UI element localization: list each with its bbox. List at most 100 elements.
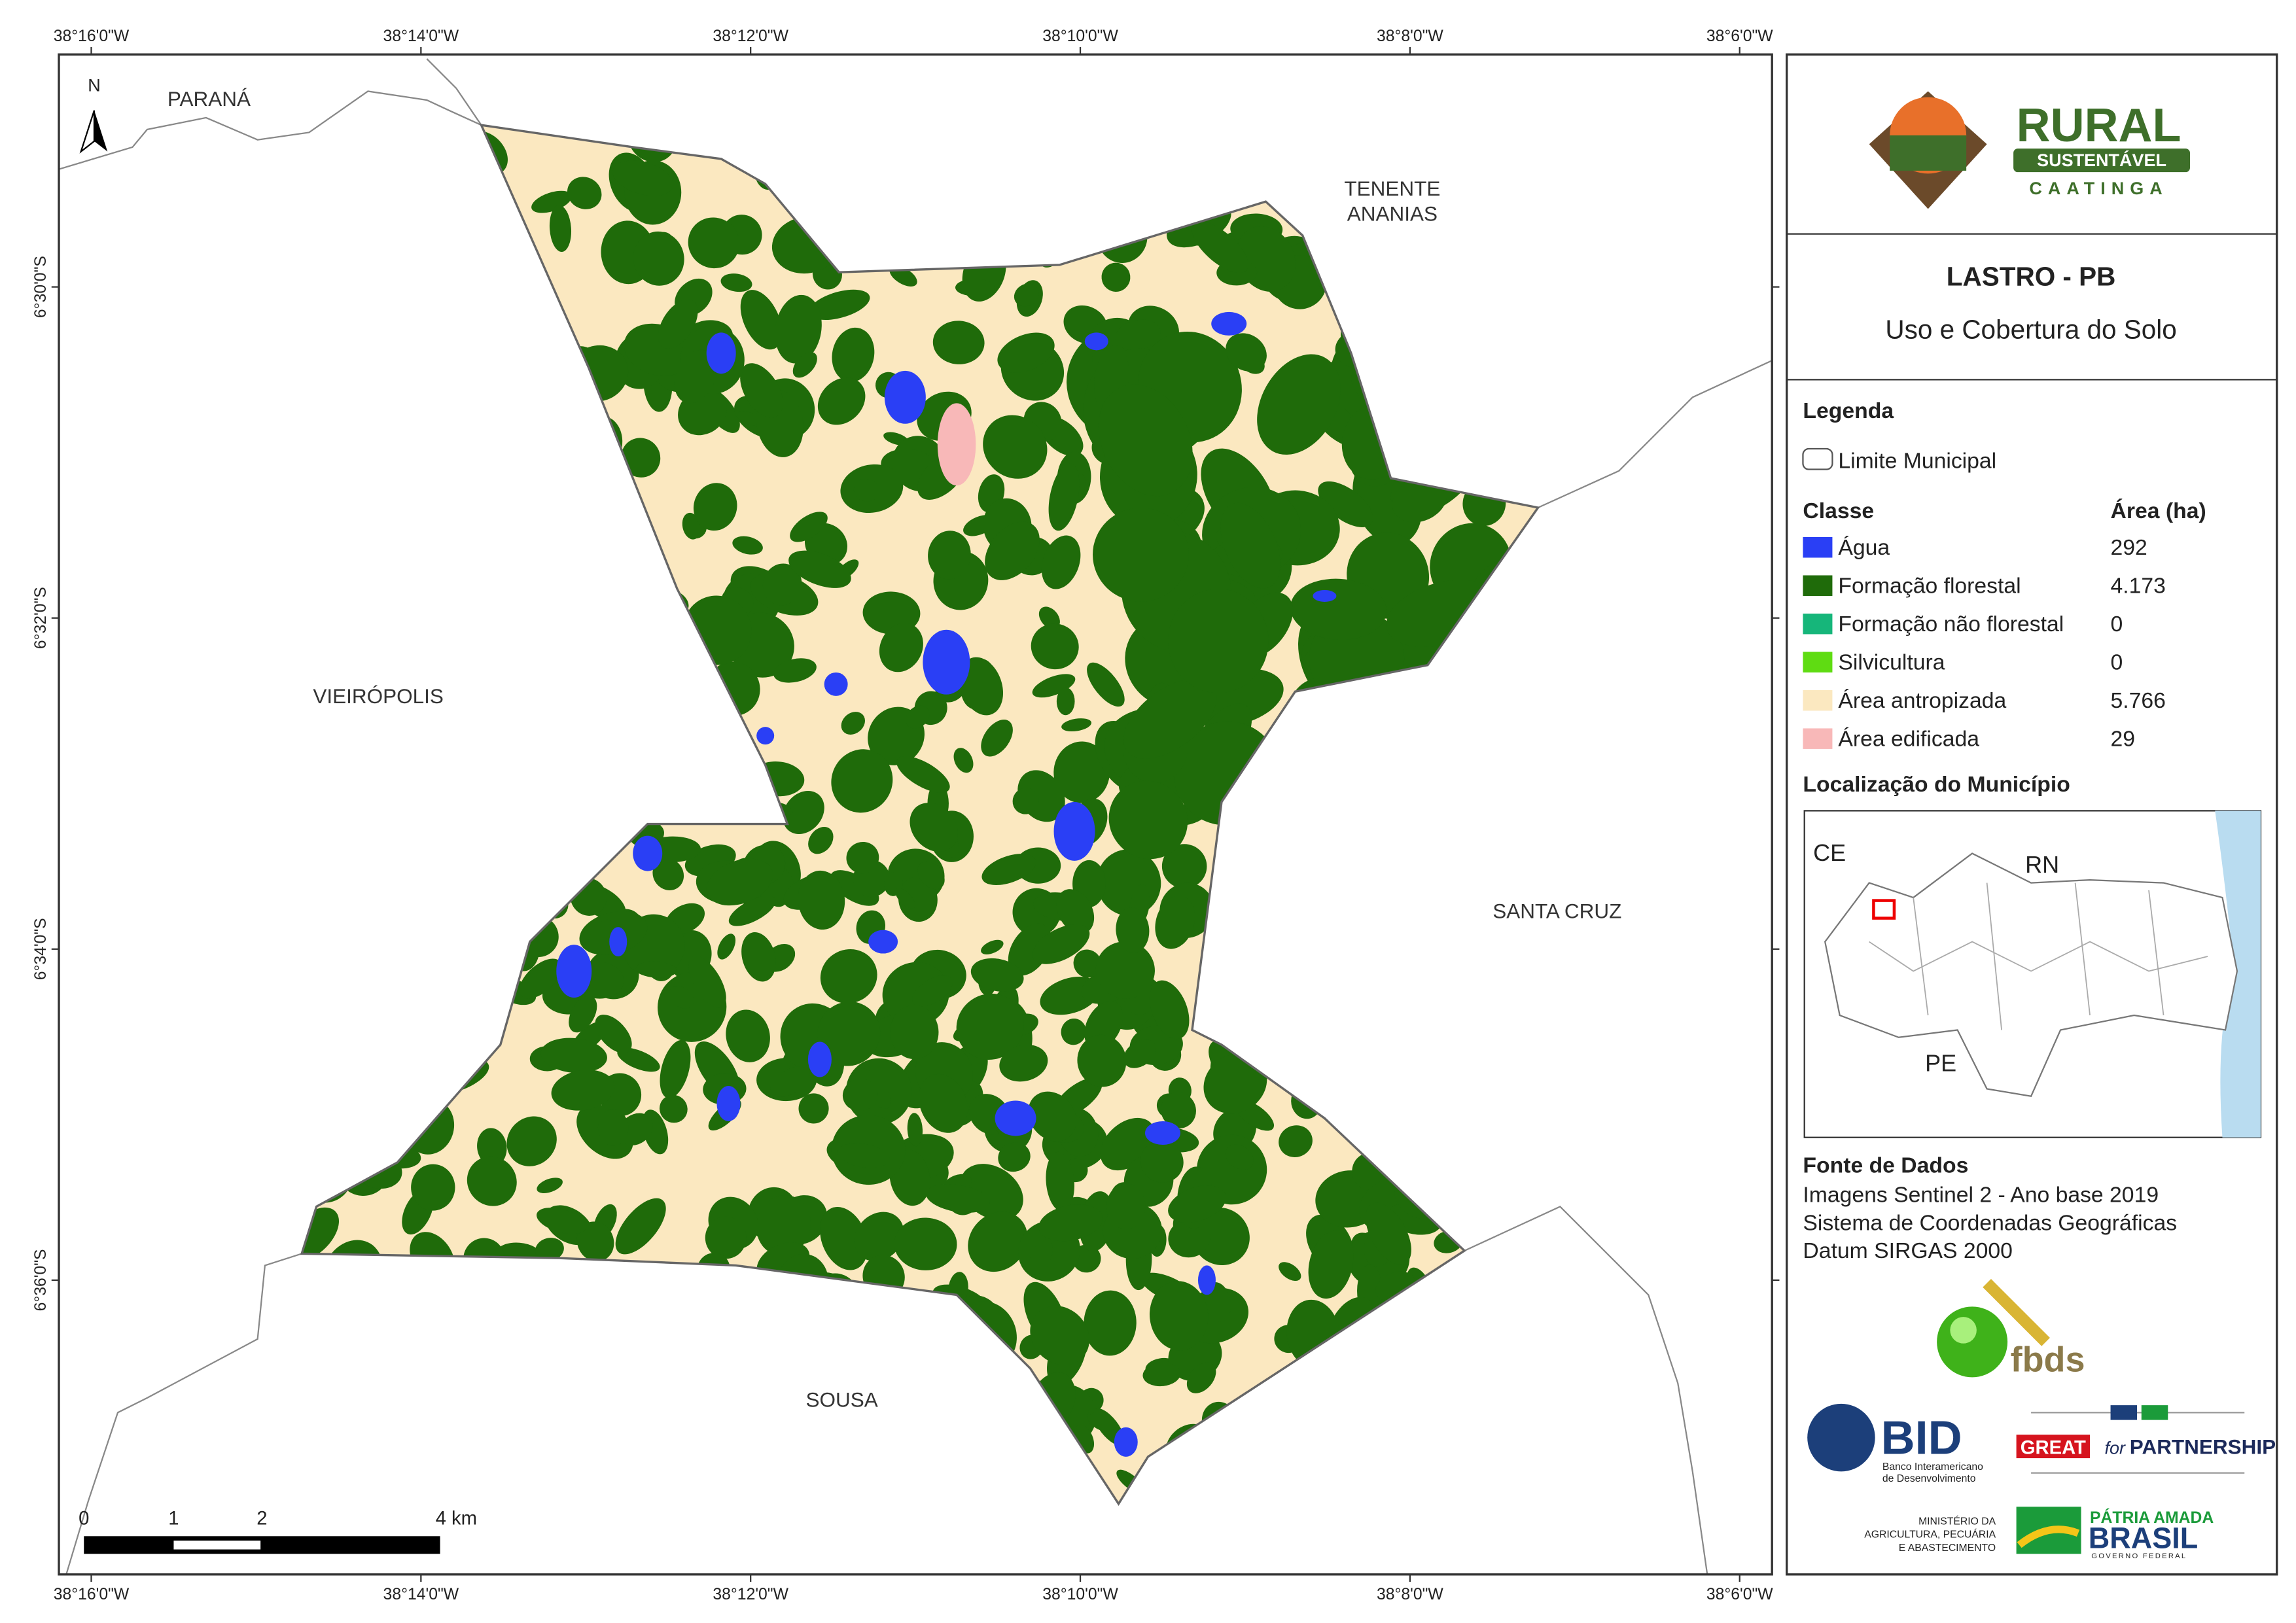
- bid-name: Banco Interamericano: [1882, 1461, 1983, 1473]
- forest-patch: [1123, 678, 1217, 759]
- forest-patch: [1115, 319, 1161, 351]
- coord-label: 6°36'0"S: [32, 1249, 50, 1311]
- forest-patch: [910, 803, 959, 852]
- forest-patch: [981, 719, 1013, 757]
- brasil-top: PÁTRIA AMADA: [2090, 1509, 2214, 1527]
- legend-area: 292: [2111, 535, 2147, 560]
- forest-patch: [798, 1093, 829, 1124]
- logo-region: CAATINGA: [2029, 179, 2168, 198]
- forest-patch: [783, 790, 824, 834]
- scale-bar: 0 1 2 4 km: [79, 1508, 477, 1554]
- source-line: Datum SIRGAS 2000: [1803, 1238, 2012, 1263]
- great-for: for: [2105, 1438, 2127, 1457]
- forest-patch: [1257, 354, 1341, 455]
- legend-swatch: [1803, 575, 1833, 596]
- coord-label: 38°6'0"W: [1706, 1586, 1773, 1603]
- legend-class: Silvicultura: [1838, 650, 1945, 674]
- forest-patch: [898, 877, 938, 922]
- place-name: PARANÁ: [168, 87, 251, 111]
- forest-patch: [798, 870, 845, 930]
- coord-label: 6°30'0"S: [32, 256, 50, 318]
- forest-patch: [846, 841, 879, 874]
- scale-label: 1: [168, 1508, 179, 1529]
- north-arrow: N: [79, 75, 108, 154]
- class-header: Classe: [1803, 498, 1874, 523]
- forest-patch: [1123, 1039, 1156, 1068]
- forest-patch: [1031, 623, 1079, 670]
- forest-patch: [1149, 980, 1190, 1039]
- forest-patch: [1168, 1185, 1226, 1223]
- forest-patch: [549, 205, 572, 253]
- forest-patch: [906, 705, 930, 729]
- forest-patch: [1308, 1230, 1354, 1299]
- forest-patch: [831, 749, 893, 813]
- forest-patch: [1192, 221, 1248, 273]
- forest-patch: [775, 294, 822, 364]
- area-header: Área (ha): [2111, 498, 2206, 523]
- coord-label: 38°14'0"W: [383, 27, 459, 45]
- coord-label: 6°34'0"S: [32, 918, 50, 980]
- logo-title: RURAL: [2017, 99, 2181, 152]
- forest-patch: [890, 1005, 939, 1060]
- legend-swatch: [1803, 652, 1833, 672]
- forest-patch: [1095, 941, 1155, 999]
- forest-patch: [537, 1208, 587, 1234]
- logo-subtitle: SUSTENTÁVEL: [2037, 150, 2166, 170]
- forest-patch: [411, 1164, 455, 1211]
- legend-heading: Legenda: [1803, 398, 1894, 423]
- scale-label: 2: [256, 1508, 267, 1529]
- forest-patch: [1226, 333, 1267, 372]
- water-body: [824, 672, 848, 696]
- coord-label: 38°10'0"W: [1042, 27, 1118, 45]
- forest-patch: [669, 986, 694, 1009]
- inset-label: CE: [1813, 839, 1846, 866]
- coord-label: 38°8'0"W: [1377, 27, 1443, 45]
- forest-patch: [790, 512, 828, 542]
- forest-patch: [597, 1109, 629, 1146]
- forest-patch: [1084, 1290, 1137, 1356]
- coord-label: 38°14'0"W: [383, 1586, 459, 1603]
- forest-patch: [1056, 889, 1095, 934]
- forest-patch: [519, 958, 562, 999]
- forest-patch: [1167, 589, 1269, 693]
- forest-patch: [1142, 1362, 1181, 1387]
- forest-patch: [615, 1198, 666, 1255]
- forest-patch: [726, 1009, 770, 1062]
- forest-patch: [1155, 896, 1195, 949]
- legend-label: Limite Municipal: [1838, 448, 1996, 473]
- legend-class: Formação florestal: [1838, 573, 2021, 598]
- forest-patch: [617, 1047, 660, 1072]
- forest-patch: [919, 1073, 968, 1133]
- ministry-text: AGRICULTURA, PECUÁRIA: [1864, 1528, 1996, 1541]
- forest-patch: [652, 858, 684, 890]
- water-body: [1053, 801, 1095, 861]
- forest-patch: [912, 975, 953, 1007]
- forest-patch: [917, 861, 945, 890]
- forest-patch: [928, 531, 971, 580]
- place-name: VIEIRÓPOLIS: [313, 684, 443, 708]
- coordinate-labels: 38°16'0"W 38°14'0"W 38°12'0"W 38°10'0"W 38°8…: [32, 27, 1780, 1603]
- brasil-text: BRASIL: [2089, 1521, 2198, 1554]
- water-body: [706, 332, 736, 374]
- forest-patch: [1030, 1306, 1089, 1365]
- forest-patch: [740, 290, 783, 350]
- forest-patch: [1106, 1183, 1146, 1229]
- forest-patch: [999, 1044, 1048, 1082]
- forest-patch: [879, 623, 923, 672]
- forest-patch: [1014, 283, 1039, 307]
- forest-patch: [1116, 907, 1150, 953]
- forest-patch: [567, 177, 602, 209]
- source-line: Imagens Sentinel 2 - Ano base 2019: [1803, 1183, 2159, 1208]
- forest-patch: [1186, 1362, 1216, 1393]
- forest-patch: [688, 217, 739, 269]
- forest-patch: [633, 231, 684, 286]
- forest-patch: [1032, 924, 1090, 964]
- fbds-text: fbds: [2011, 1340, 2085, 1379]
- forest-patch: [688, 956, 726, 1008]
- forest-patch: [998, 1142, 1031, 1172]
- forest-patch: [1279, 1125, 1313, 1157]
- ministry-text: E ABASTECIMENTO: [1899, 1543, 1996, 1554]
- forest-patch: [985, 521, 1040, 580]
